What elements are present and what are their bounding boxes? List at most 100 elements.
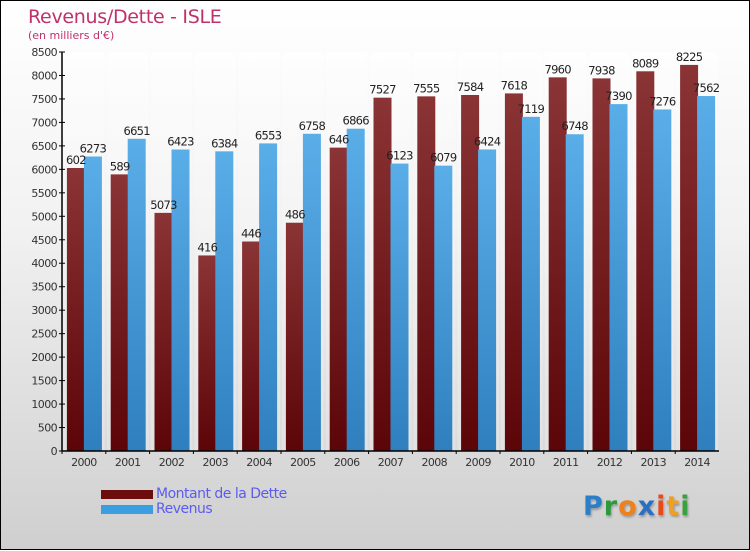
bar-revenus bbox=[83, 156, 102, 451]
x-tick-label: 2007 bbox=[378, 456, 404, 469]
value-label-revenus: 7562 bbox=[693, 81, 720, 95]
value-label-dette: 7938 bbox=[588, 63, 615, 77]
y-tick-label: 6000 bbox=[31, 163, 57, 176]
proxiti-logo: Proxiti bbox=[583, 491, 691, 522]
y-tick-label: 500 bbox=[38, 422, 58, 435]
x-tick-label: 2003 bbox=[202, 456, 228, 469]
logo-letter: o bbox=[618, 491, 638, 522]
x-tick-label: 2010 bbox=[509, 456, 535, 469]
y-tick-label: 8000 bbox=[31, 69, 57, 82]
value-label-dette: 486 bbox=[285, 208, 305, 222]
bar-revenus bbox=[565, 134, 584, 451]
y-tick-label: 4500 bbox=[31, 234, 57, 247]
bar-dette bbox=[110, 174, 129, 451]
value-label-dette: 646 bbox=[329, 133, 349, 147]
bar-dette bbox=[198, 255, 217, 451]
chart-subtitle: (en milliers d'€) bbox=[28, 29, 115, 42]
bars bbox=[66, 64, 716, 452]
bar-dette bbox=[592, 78, 611, 451]
value-label-revenus: 6758 bbox=[299, 119, 326, 133]
x-tick-label: 2005 bbox=[290, 456, 316, 469]
value-label-dette: 7555 bbox=[413, 81, 440, 95]
value-label-dette: 602 bbox=[66, 153, 86, 167]
y-tick-label: 2000 bbox=[31, 351, 57, 364]
bar-dette bbox=[417, 96, 436, 452]
x-tick-label: 2011 bbox=[553, 456, 579, 469]
value-label-dette: 7960 bbox=[544, 62, 571, 76]
logo-letter: i bbox=[656, 491, 667, 522]
value-label-dette: 5073 bbox=[150, 198, 177, 212]
x-tick-label: 2006 bbox=[334, 456, 360, 469]
x-tick-label: 2002 bbox=[159, 456, 185, 469]
value-label-revenus: 7119 bbox=[518, 102, 545, 116]
y-tick-label: 7000 bbox=[31, 116, 57, 129]
value-label-revenus: 6079 bbox=[430, 151, 457, 165]
legend-swatch-dette bbox=[101, 490, 153, 499]
y-tick-label: 8500 bbox=[31, 46, 57, 59]
y-tick-label: 7500 bbox=[31, 93, 57, 106]
logo-letter: r bbox=[603, 491, 619, 522]
x-tick-label: 2014 bbox=[684, 456, 710, 469]
value-label-revenus: 6866 bbox=[342, 114, 369, 128]
bar-revenus bbox=[390, 163, 409, 452]
bar-revenus bbox=[697, 96, 716, 451]
value-label-dette: 446 bbox=[241, 227, 261, 241]
value-label-revenus: 6384 bbox=[211, 136, 238, 150]
y-tick-label: 2500 bbox=[31, 328, 57, 341]
x-tick-label: 2009 bbox=[465, 456, 491, 469]
bar-revenus bbox=[127, 138, 146, 451]
y-tick-label: 3500 bbox=[31, 281, 57, 294]
value-label-dette: 416 bbox=[197, 240, 217, 254]
bar-revenus bbox=[171, 149, 190, 451]
y-tick-label: 5000 bbox=[31, 210, 57, 223]
bar-dette bbox=[66, 167, 85, 452]
bar-dette bbox=[461, 94, 480, 452]
value-label-revenus: 6651 bbox=[123, 124, 150, 138]
y-tick-label: 3000 bbox=[31, 304, 57, 317]
value-label-dette: 7584 bbox=[457, 80, 484, 94]
x-tick-label: 2000 bbox=[71, 456, 97, 469]
logo-letter: x bbox=[637, 491, 657, 522]
bar-revenus bbox=[478, 149, 497, 451]
logo-letter: i bbox=[680, 491, 691, 522]
value-label-revenus: 6273 bbox=[80, 142, 107, 156]
bar-revenus bbox=[434, 165, 453, 451]
axes: 0 500 1000 1500 2000 2500 3000 3500 4000 4500 5000… bbox=[31, 46, 719, 469]
value-label-revenus: 6123 bbox=[386, 149, 413, 163]
y-tick-label: 6500 bbox=[31, 140, 57, 153]
value-label-dette: 8225 bbox=[676, 50, 703, 64]
x-tick-label: 2008 bbox=[421, 456, 447, 469]
value-label-dette: 7527 bbox=[369, 83, 396, 97]
bar-dette bbox=[548, 77, 567, 451]
bar-dette bbox=[154, 212, 173, 451]
x-tick-label: 2004 bbox=[246, 456, 272, 469]
bar-dette bbox=[636, 71, 655, 452]
value-label-revenus: 6553 bbox=[255, 128, 282, 142]
bar-dette bbox=[242, 241, 261, 451]
legend-label-revenus: Revenus bbox=[156, 501, 213, 517]
y-tick-label: 1500 bbox=[31, 375, 57, 388]
y-tick-label: 1000 bbox=[31, 398, 57, 411]
x-tick-label: 2013 bbox=[640, 456, 666, 469]
x-tick-label: 2012 bbox=[597, 456, 623, 469]
bar-dette bbox=[329, 147, 348, 451]
value-label-dette: 8089 bbox=[632, 56, 659, 70]
bar-revenus bbox=[259, 143, 278, 451]
value-label-dette: 7618 bbox=[501, 78, 528, 92]
legend-swatch-revenus bbox=[101, 505, 153, 514]
bar-revenus bbox=[521, 116, 540, 451]
value-label-dette: 589 bbox=[110, 159, 130, 173]
value-label-revenus: 6423 bbox=[167, 134, 194, 148]
y-tick-label: 0 bbox=[51, 445, 58, 458]
y-tick-label: 5500 bbox=[31, 187, 57, 200]
value-label-revenus: 7390 bbox=[605, 89, 632, 103]
x-tick-label: 2001 bbox=[115, 456, 141, 469]
logo-letter: t bbox=[666, 491, 681, 522]
bar-revenus bbox=[302, 133, 321, 451]
bar-dette bbox=[680, 64, 699, 452]
value-label-revenus: 6748 bbox=[561, 119, 588, 133]
bar-revenus bbox=[346, 128, 365, 451]
